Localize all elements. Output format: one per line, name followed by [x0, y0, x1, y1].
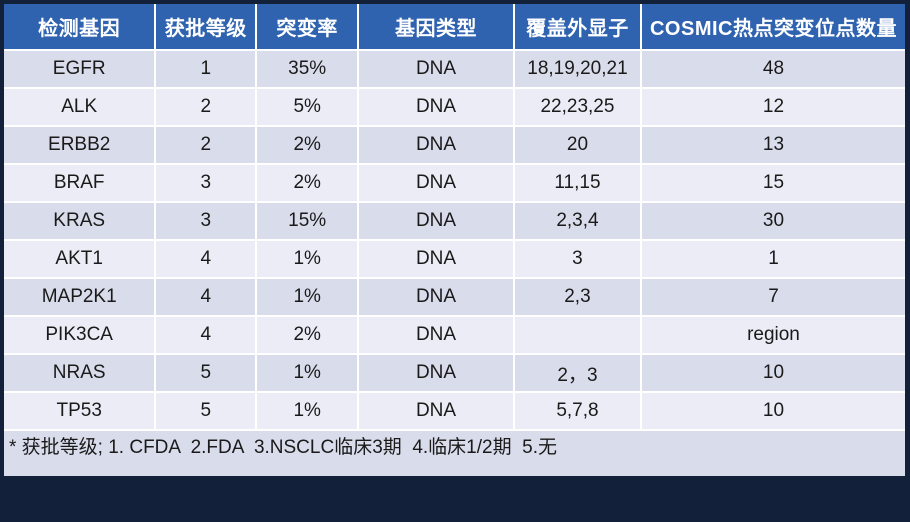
cell-cosmic: 7 — [639, 277, 905, 317]
cell-cosmic: region — [639, 315, 905, 355]
cell-exons: 18,19,20,21 — [512, 49, 642, 89]
column-header-type: 基因类型 — [357, 4, 515, 51]
cell-level: 3 — [154, 201, 258, 241]
cell-exons — [512, 315, 642, 355]
table-footnote-row: * 获批等级; 1. CFDA 2.FDA 3.NSCLC临床3期 4.临床1/… — [4, 429, 905, 477]
cell-cosmic: 13 — [639, 125, 905, 165]
table-header-row: 检测基因 获批等级 突变率 基因类型 覆盖外显子 COSMIC热点突变位点数量 — [4, 4, 905, 51]
cell-rate: 5% — [255, 87, 360, 127]
table-row: ERBB2 2 2% DNA 20 13 — [4, 125, 905, 165]
cell-gene: BRAF — [4, 163, 157, 203]
cell-type: DNA — [357, 87, 515, 127]
cell-cosmic: 10 — [639, 391, 905, 431]
cell-gene: KRAS — [4, 201, 157, 241]
table-row: ALK 2 5% DNA 22,23,25 12 — [4, 87, 905, 127]
table-row: MAP2K1 4 1% DNA 2,3 7 — [4, 277, 905, 317]
cell-gene: EGFR — [4, 49, 157, 89]
cell-rate: 1% — [255, 277, 360, 317]
cell-gene: MAP2K1 — [4, 277, 157, 317]
cell-gene: TP53 — [4, 391, 157, 431]
column-header-rate: 突变率 — [255, 4, 360, 51]
footnote-text: * 获批等级; 1. CFDA 2.FDA 3.NSCLC临床3期 4.临床1/… — [4, 429, 905, 477]
cell-cosmic: 15 — [639, 163, 905, 203]
cell-rate: 15% — [255, 201, 360, 241]
cell-level: 2 — [154, 125, 258, 165]
cell-level: 2 — [154, 87, 258, 127]
cell-exons: 5,7,8 — [512, 391, 642, 431]
cell-level: 5 — [154, 353, 258, 393]
table-row: TP53 5 1% DNA 5,7,8 10 — [4, 391, 905, 431]
cell-exons: 2,3 — [512, 277, 642, 317]
cell-exons: 11,15 — [512, 163, 642, 203]
cell-level: 5 — [154, 391, 258, 431]
cell-rate: 1% — [255, 353, 360, 393]
cell-rate: 2% — [255, 163, 360, 203]
cell-type: DNA — [357, 239, 515, 279]
table-row: NRAS 5 1% DNA 2，3 10 — [4, 353, 905, 393]
cell-rate: 2% — [255, 125, 360, 165]
cell-level: 4 — [154, 277, 258, 317]
cell-rate: 2% — [255, 315, 360, 355]
cell-exons: 2,3,4 — [512, 201, 642, 241]
column-header-exons: 覆盖外显子 — [512, 4, 642, 51]
table-row: AKT1 4 1% DNA 3 1 — [4, 239, 905, 279]
column-header-cosmic: COSMIC热点突变位点数量 — [639, 4, 905, 51]
cell-type: DNA — [357, 277, 515, 317]
column-header-level: 获批等级 — [154, 4, 258, 51]
cell-cosmic: 10 — [639, 353, 905, 393]
cell-type: DNA — [357, 163, 515, 203]
table-row: EGFR 1 35% DNA 18,19,20,21 48 — [4, 49, 905, 89]
cell-level: 4 — [154, 239, 258, 279]
column-header-gene: 检测基因 — [4, 4, 157, 51]
cell-exons: 2，3 — [512, 353, 642, 393]
cell-cosmic: 30 — [639, 201, 905, 241]
table-row: BRAF 3 2% DNA 11,15 15 — [4, 163, 905, 203]
cell-gene: PIK3CA — [4, 315, 157, 355]
cell-rate: 1% — [255, 391, 360, 431]
cell-cosmic: 48 — [639, 49, 905, 89]
gene-panel-table-container: 检测基因 获批等级 突变率 基因类型 覆盖外显子 COSMIC热点突变位点数量 … — [4, 4, 905, 505]
cell-rate: 35% — [255, 49, 360, 89]
table-row: PIK3CA 4 2% DNA region — [4, 315, 905, 355]
cell-cosmic: 12 — [639, 87, 905, 127]
cell-level: 4 — [154, 315, 258, 355]
cell-gene: NRAS — [4, 353, 157, 393]
cell-rate: 1% — [255, 239, 360, 279]
cell-type: DNA — [357, 201, 515, 241]
cell-level: 3 — [154, 163, 258, 203]
cell-type: DNA — [357, 49, 515, 89]
cell-exons: 22,23,25 — [512, 87, 642, 127]
cell-gene: ALK — [4, 87, 157, 127]
cell-cosmic: 1 — [639, 239, 905, 279]
cell-exons: 20 — [512, 125, 642, 165]
cell-type: DNA — [357, 353, 515, 393]
table-row: KRAS 3 15% DNA 2,3,4 30 — [4, 201, 905, 241]
cell-type: DNA — [357, 315, 515, 355]
gene-panel-table: 检测基因 获批等级 突变率 基因类型 覆盖外显子 COSMIC热点突变位点数量 … — [4, 4, 905, 477]
cell-exons: 3 — [512, 239, 642, 279]
cell-type: DNA — [357, 391, 515, 431]
cell-type: DNA — [357, 125, 515, 165]
cell-level: 1 — [154, 49, 258, 89]
cell-gene: ERBB2 — [4, 125, 157, 165]
cell-gene: AKT1 — [4, 239, 157, 279]
